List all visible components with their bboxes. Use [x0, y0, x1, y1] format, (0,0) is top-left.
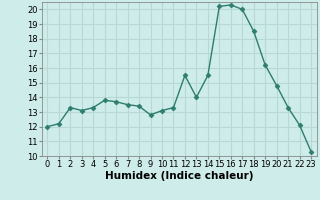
X-axis label: Humidex (Indice chaleur): Humidex (Indice chaleur)	[105, 171, 253, 181]
